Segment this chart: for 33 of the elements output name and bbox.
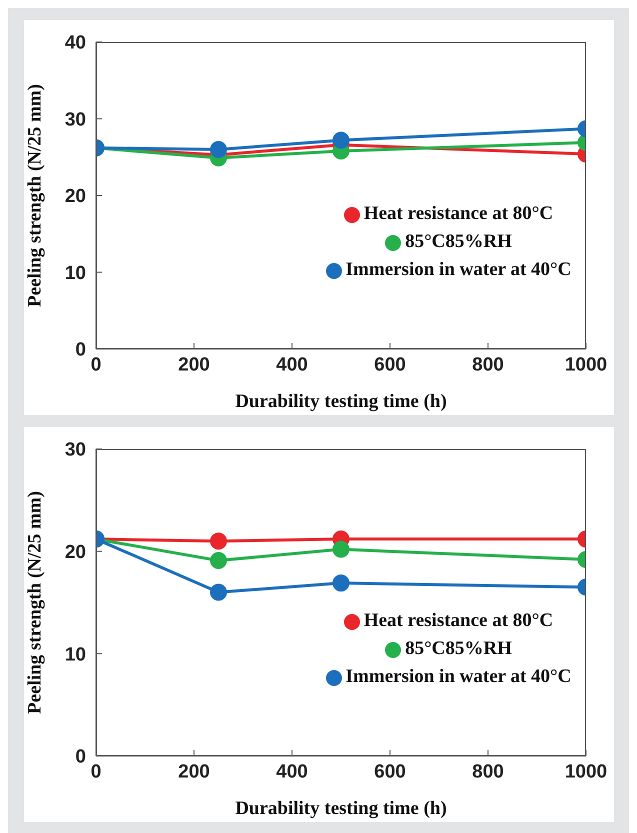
x-tick-label: 1000 [564, 761, 607, 782]
y-tick-label: 0 [74, 746, 86, 768]
x-tick-label: 600 [374, 354, 406, 376]
y-tick-label: 20 [64, 542, 86, 564]
y-tick-label: 0 [74, 340, 86, 361]
point [332, 540, 349, 558]
y-axis-title: Peeling strength (N/25 mm) [24, 491, 46, 714]
x-tick-label: 1000 [564, 354, 607, 376]
y-tick-label: 30 [64, 109, 86, 130]
y-tick-label: 40 [64, 32, 86, 54]
legend-label: Heat resistance at 80°C [364, 610, 554, 631]
legend-label: Immersion in water at 40°C [346, 666, 572, 687]
y-tick-label: 30 [64, 440, 86, 461]
y-axis-title: Peeling strength (N/25 mm) [24, 84, 46, 307]
y-tick-label: 10 [64, 262, 86, 284]
legend-label: 85°C85%RH [405, 638, 512, 659]
x-tick-label: 200 [178, 761, 210, 782]
y-tick-label: 20 [64, 186, 86, 208]
x-tick-label: 600 [374, 761, 406, 782]
x-tick-label: 400 [276, 761, 308, 782]
x-tick-label: 800 [472, 761, 504, 782]
x-tick-label: 0 [90, 761, 101, 782]
x-axis-title: Durability testing time (h) [234, 798, 446, 819]
legend-label: Immersion in water at 40°C [346, 259, 572, 280]
legend-label: 85°C85%RH [405, 231, 512, 252]
y-tick-label: 10 [64, 644, 86, 666]
x-tick-label: 0 [90, 354, 101, 376]
point [332, 132, 349, 149]
legend-label: Heat resistance at 80°C [364, 203, 554, 224]
x-tick-label: 400 [276, 354, 308, 376]
x-tick-label: 200 [178, 354, 210, 376]
x-axis-title: Durability testing time (h) [234, 391, 446, 412]
x-tick-label: 800 [472, 354, 504, 376]
